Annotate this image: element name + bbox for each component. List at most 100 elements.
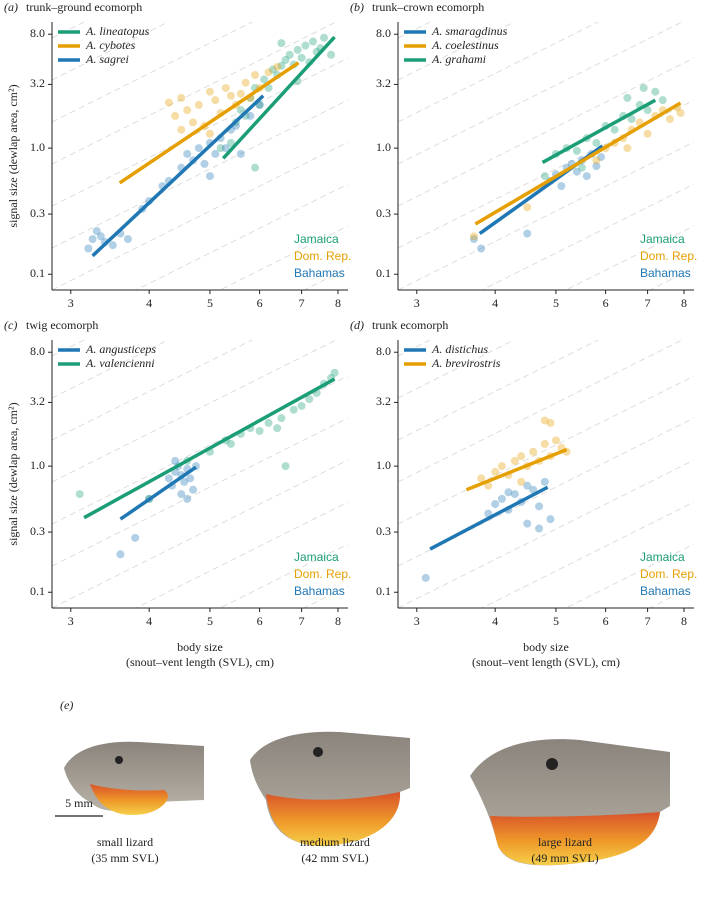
y-tick-label: 3.2 [376,76,391,90]
plot-area [52,340,348,608]
data-point [268,65,277,74]
fit-line [429,485,549,551]
data-point [540,416,549,425]
data-point [164,474,173,483]
x-axis-label: (snout–vent length (SVL), cm) [472,655,620,669]
x-tick-label: 7 [299,614,305,628]
data-point [535,502,544,511]
data-point [96,232,105,241]
guide-line [398,0,694,146]
data-point [477,244,486,253]
legend-label: A. lineatopus [85,24,150,38]
guide-line [134,183,348,290]
data-point [205,129,214,138]
data-point [246,111,255,120]
data-point [277,414,286,423]
guide-line [52,99,348,249]
fit-line [91,94,265,258]
guide-line [398,22,600,123]
data-point [517,452,526,461]
guide-line [480,501,694,608]
data-point [639,83,648,92]
x-tick-label: 5 [207,296,213,310]
guide-line [52,459,348,608]
photo-caption: small lizard [97,835,153,849]
y-tick-label: 0.3 [376,206,391,220]
data-point [319,33,328,42]
data-point [189,485,198,494]
legend-label: A. coelestinus [431,38,499,52]
panel-title: trunk–crown ecomorph [372,0,484,14]
data-point [510,456,519,465]
guide-line [52,141,348,290]
data-point [623,93,632,102]
data-point [491,467,500,476]
data-point [255,426,264,435]
legend-label: A. valencienni [85,356,155,370]
guide-line [564,225,694,290]
data-point [200,159,209,168]
data-point [277,61,286,70]
photo-caption: large lizard [538,835,592,849]
data-point [523,203,532,212]
region-label: Bahamas [294,584,345,598]
photo-caption: (35 mm SVL) [91,851,158,865]
panel-title: trunk ecomorph [372,318,448,332]
guide-line [52,340,338,483]
region-label: Jamaica [640,232,685,246]
data-point [221,83,230,92]
y-tick-label: 3.2 [30,394,45,408]
plot-area [398,0,694,608]
data-point [540,172,549,181]
data-point [535,524,544,533]
x-tick-label: 5 [207,614,213,628]
data-point [177,490,186,499]
legend-label: A. grahami [431,52,486,66]
data-point [546,418,555,427]
x-tick-label: 6 [603,296,609,310]
data-point [186,474,195,483]
y-tick-label: 8.0 [30,344,45,358]
region-label: Dom. Rep. [640,567,697,581]
data-point [205,172,214,181]
data-point [592,156,601,165]
guide-line [52,22,254,123]
data-point [189,118,198,127]
data-point [658,96,667,105]
data-point [557,182,566,191]
y-tick-label: 8.0 [376,26,391,40]
lizard-small [64,741,204,815]
guide-line [52,352,348,500]
data-point [226,138,235,147]
x-tick-label: 8 [681,296,687,310]
region-label: Bahamas [294,266,345,280]
fit-line [541,98,657,164]
panel-title: twig ecomorph [26,318,98,332]
data-point [205,87,214,96]
data-point [221,144,230,153]
data-point [610,125,619,134]
y-tick-label: 0.1 [376,266,391,280]
legend-label: A. brevirostris [431,356,501,370]
scale-label: 5 mm [65,796,93,810]
guide-line [398,340,600,441]
guide-line [52,340,254,441]
guide-line [52,22,338,165]
y-tick-label: 0.3 [30,524,45,538]
region-label: Dom. Rep. [294,567,351,581]
data-point [177,93,186,102]
guide-line [398,375,694,525]
guide-line [398,22,516,81]
data-point [164,98,173,107]
data-point [289,405,298,414]
data-point [529,447,538,456]
guide-line [218,225,348,290]
data-point [236,89,245,98]
data-point [180,477,189,486]
x-tick-label: 8 [335,296,341,310]
x-tick-label: 3 [414,614,420,628]
data-point [627,115,636,124]
x-tick-label: 3 [68,614,74,628]
data-point [305,395,314,404]
